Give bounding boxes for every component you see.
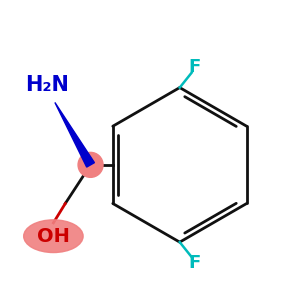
Circle shape <box>78 152 103 177</box>
Polygon shape <box>55 102 94 167</box>
Text: F: F <box>188 254 201 272</box>
Text: OH: OH <box>37 227 70 246</box>
Text: H₂N: H₂N <box>26 75 69 94</box>
Ellipse shape <box>24 220 83 253</box>
Text: F: F <box>188 58 201 76</box>
